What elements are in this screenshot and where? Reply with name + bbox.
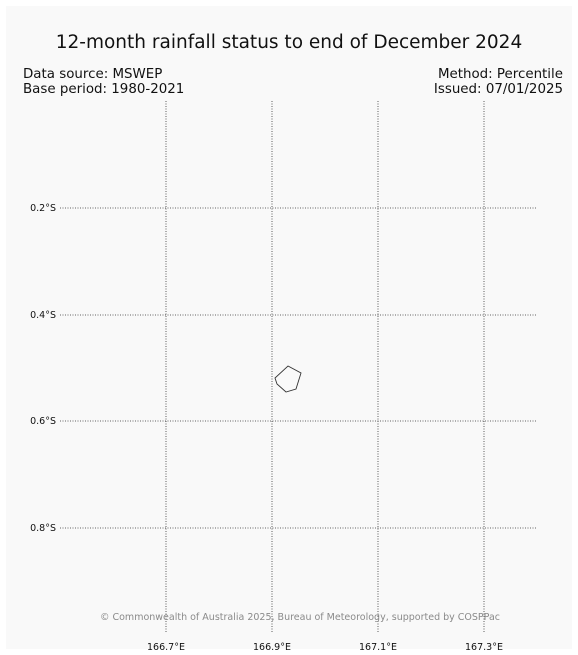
island-outline bbox=[274, 365, 302, 393]
map-title: 12-month rainfall status to end of Decem… bbox=[55, 32, 523, 53]
lon-tick-label: 167.1°E bbox=[359, 642, 397, 653]
lat-tick-label: 0.2°S bbox=[30, 203, 56, 214]
method-label: Method: Percentile bbox=[437, 67, 563, 82]
lat-tick-label: 0.6°S bbox=[30, 416, 56, 427]
latitude-tick-labels: 0.2°S 0.4°S 0.6°S 0.8°S bbox=[30, 203, 56, 534]
lon-tick-label: 166.9°E bbox=[253, 642, 291, 653]
lat-tick-label: 0.4°S bbox=[30, 310, 56, 321]
lon-tick-label: 166.7°E bbox=[147, 642, 185, 653]
figure-background bbox=[6, 6, 572, 649]
longitude-tick-labels: 166.7°E 166.9°E 167.1°E 167.3°E bbox=[147, 642, 503, 653]
lat-tick-label: 0.8°S bbox=[30, 523, 56, 534]
latitude-gridlines bbox=[60, 207, 537, 529]
base-period-label: Base period: 1980-2021 bbox=[23, 82, 185, 97]
lon-tick-label: 167.3°E bbox=[465, 642, 503, 653]
copyright-credit: © Commonwealth of Australia 2025, Bureau… bbox=[100, 612, 500, 623]
issued-label: Issued: 07/01/2025 bbox=[433, 82, 563, 97]
longitude-gridlines bbox=[165, 101, 485, 632]
data-source-label: Data source: MSWEP bbox=[23, 67, 163, 82]
